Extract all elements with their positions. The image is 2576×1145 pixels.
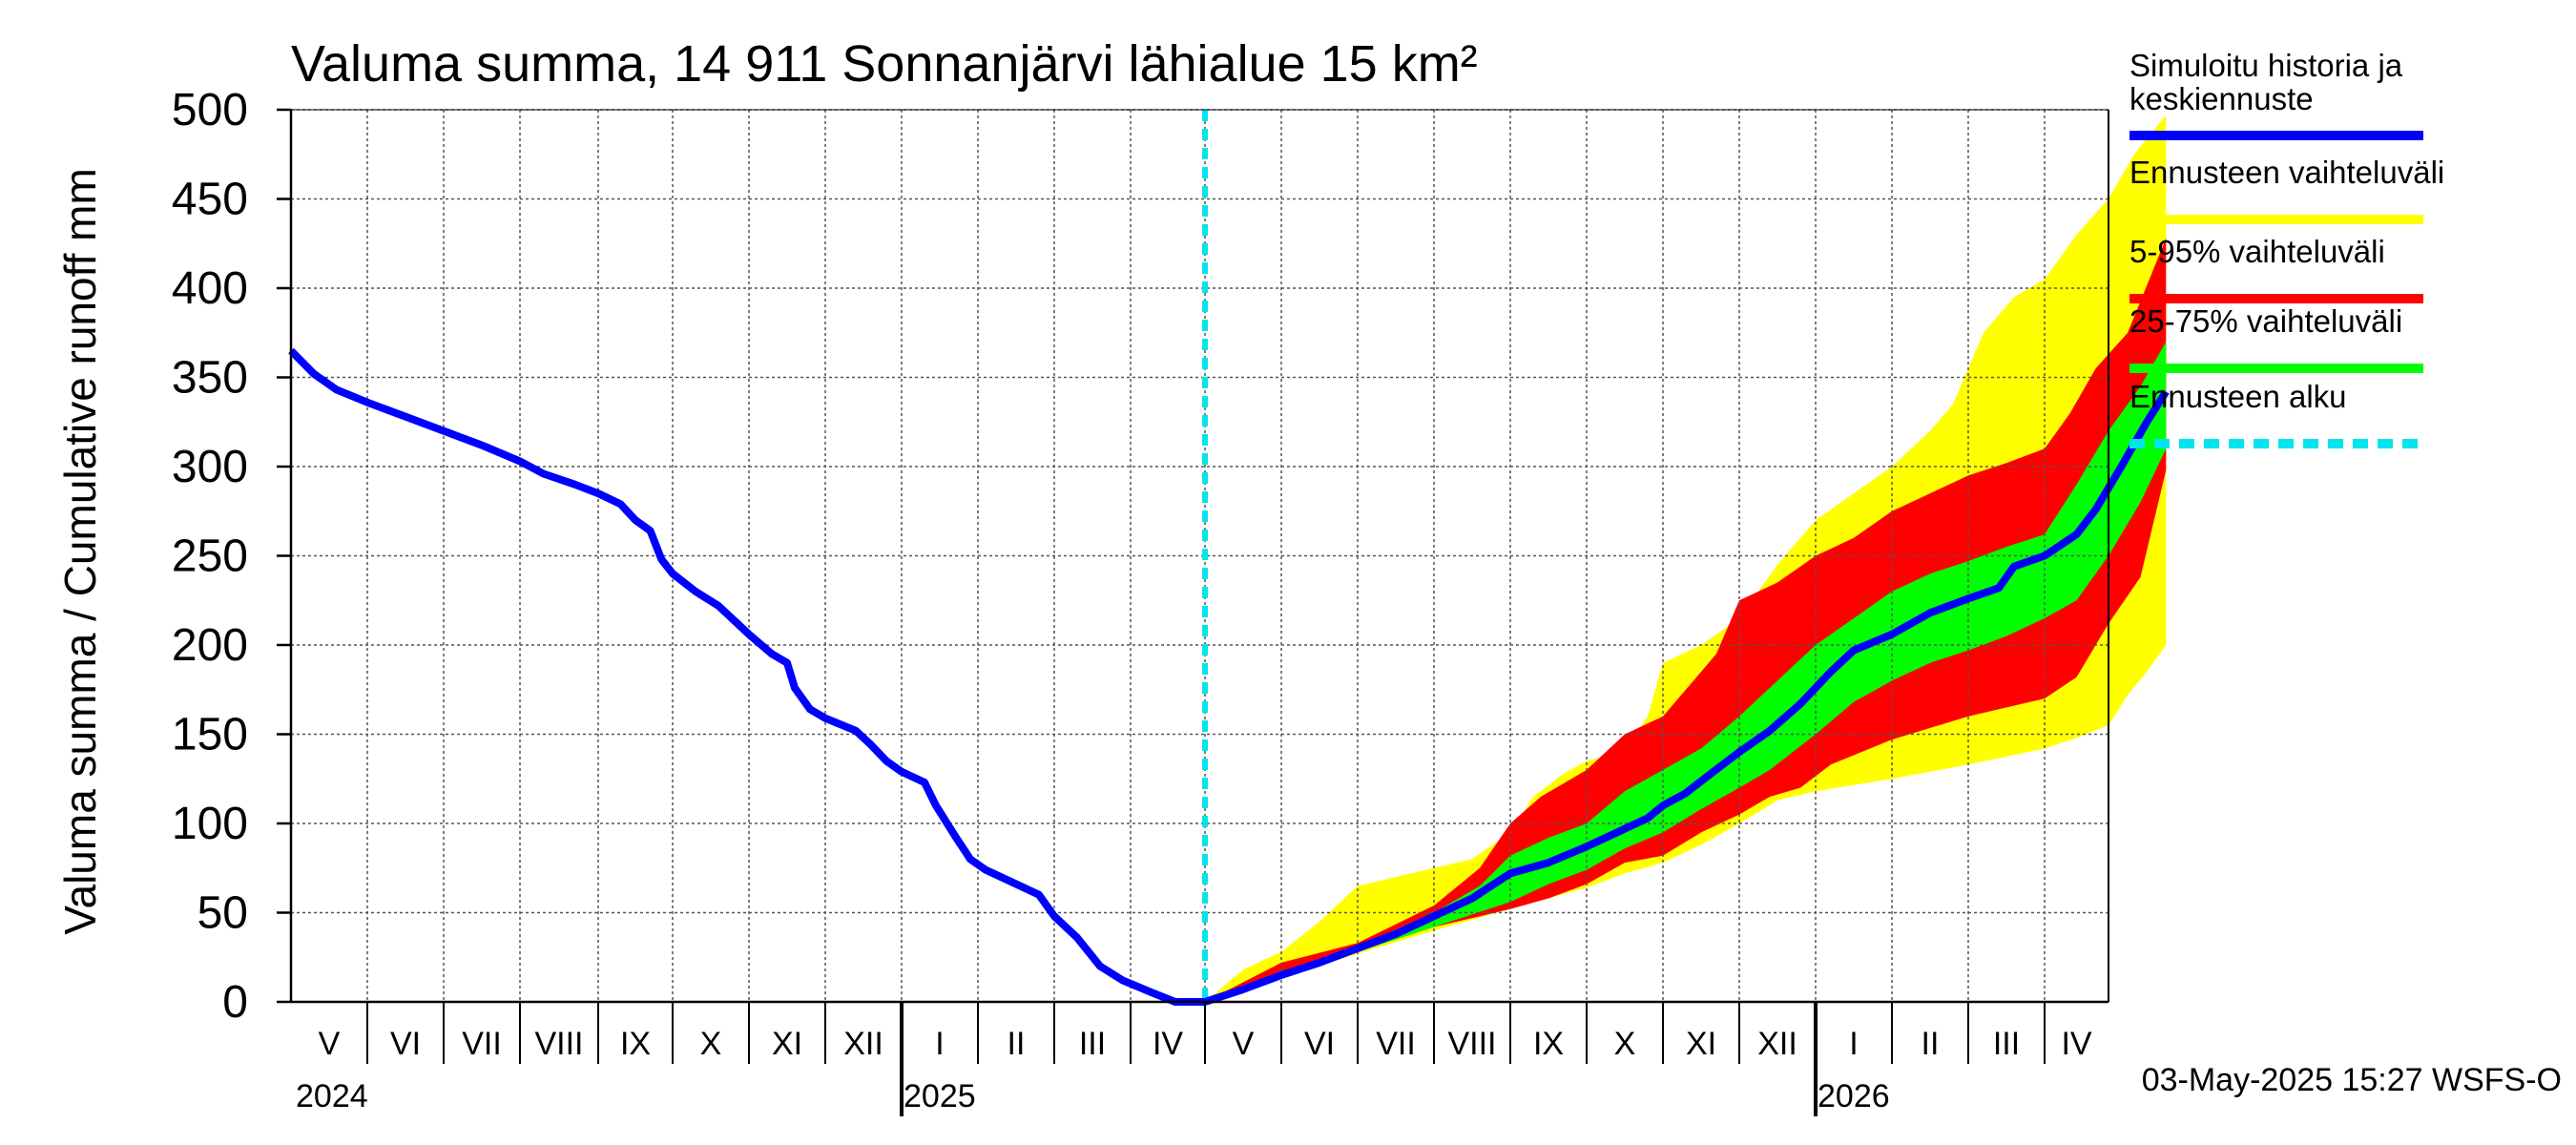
month-label: V <box>319 1026 341 1062</box>
month-label: VII <box>462 1026 502 1062</box>
forecast-bands <box>1205 114 2167 1003</box>
month-label: VIII <box>534 1026 583 1062</box>
month-label: VI <box>390 1026 421 1062</box>
legend-label: 5-95% vaihteluväli <box>2129 234 2385 269</box>
y-tick-label: 100 <box>172 799 248 849</box>
month-label: VII <box>1376 1026 1416 1062</box>
month-label: IX <box>620 1026 651 1062</box>
month-label: III <box>1079 1026 1106 1062</box>
month-label: XI <box>1686 1026 1716 1062</box>
month-label: II <box>1922 1026 1940 1062</box>
y-tick-label: 200 <box>172 620 248 671</box>
month-label: II <box>1008 1026 1026 1062</box>
month-label: IV <box>1153 1026 1183 1062</box>
series-lines <box>288 110 2170 1006</box>
legend-label: Ennusteen alku <box>2129 379 2347 414</box>
y-tick-labels: 0 50 100 150 200 250 300 350 400 450 500 <box>172 85 291 1028</box>
month-label: IV <box>2061 1026 2091 1062</box>
legend-label: Simuloitu historia ja <box>2129 48 2403 83</box>
legend-label: keskiennuste <box>2129 81 2314 116</box>
month-label: IX <box>1533 1026 1564 1062</box>
month-label: XII <box>843 1026 883 1062</box>
y-tick-label: 350 <box>172 353 248 404</box>
axes <box>289 109 2109 1116</box>
history-line <box>288 347 1205 1006</box>
month-label: X <box>1614 1026 1636 1062</box>
month-label: I <box>935 1026 944 1062</box>
month-label: VI <box>1304 1026 1335 1062</box>
y-tick-label: 250 <box>172 531 248 582</box>
chart-title: Valuma summa, 14 911 Sonnanjärvi lähialu… <box>291 35 1478 93</box>
y-tick-label: 0 <box>222 977 248 1028</box>
year-label: 2026 <box>1818 1078 1890 1114</box>
month-label: I <box>1849 1026 1858 1062</box>
legend-label: Ennusteen vaihteluväli <box>2129 155 2444 190</box>
y-axis-label: Valuma summa / Cumulative runoff mm <box>55 168 105 935</box>
y-tick-label: 150 <box>172 710 248 760</box>
legend-label: 25-75% vaihteluväli <box>2129 303 2402 339</box>
year-label: 2024 <box>296 1078 368 1114</box>
month-label: VIII <box>1447 1026 1496 1062</box>
y-tick-label: 500 <box>172 85 248 135</box>
x-month-labels: V VI VII VIII IX X XI XII I II III IV V VI VII VIII IX X X… <box>296 1026 2092 1114</box>
timestamp-label: 03-May-2025 15:27 WSFS-O <box>2142 1062 2562 1098</box>
median-forecast-line <box>1203 389 2170 1006</box>
y-tick-label: 450 <box>172 175 248 225</box>
year-label: 2025 <box>904 1078 976 1114</box>
y-tick-label: 50 <box>197 888 248 939</box>
y-tick-label: 300 <box>172 442 248 492</box>
month-label: III <box>1993 1026 2020 1062</box>
month-label: XI <box>772 1026 802 1062</box>
month-label: V <box>1233 1026 1255 1062</box>
month-label: X <box>700 1026 722 1062</box>
y-tick-label: 400 <box>172 263 248 314</box>
month-label: XII <box>1757 1026 1797 1062</box>
